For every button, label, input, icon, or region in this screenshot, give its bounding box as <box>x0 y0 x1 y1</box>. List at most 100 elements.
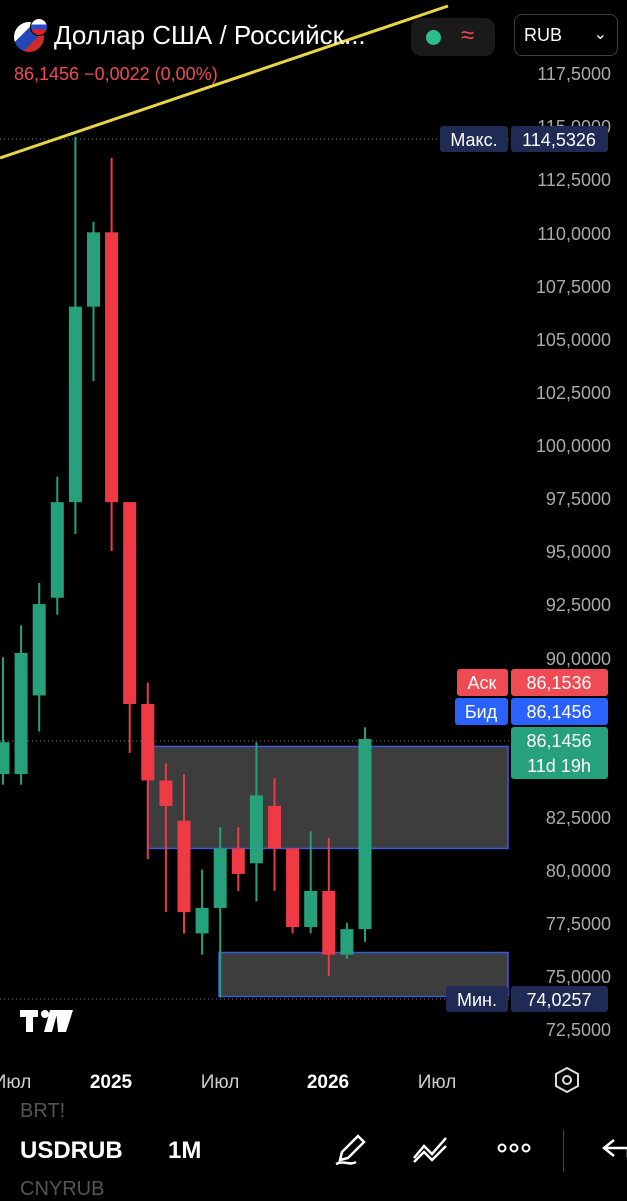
candle-body <box>177 820 191 913</box>
price-axis[interactable]: 117,5000 115,0000 112,5000 110,0000 107,… <box>536 64 611 1040</box>
bid-value-text: 86,1456 <box>526 702 591 722</box>
candle-body <box>123 502 137 704</box>
price-tick: 95,0000 <box>546 542 611 562</box>
candle <box>195 869 209 955</box>
chart-header: Доллар США / Российск... 86,1456 −0,0022… <box>0 0 627 90</box>
price-tick: 77,5000 <box>546 914 611 934</box>
price-tick: 90,0000 <box>546 649 611 669</box>
candle <box>304 831 318 934</box>
candle-body <box>213 848 227 908</box>
prev-symbol[interactable]: BRT! <box>20 1100 66 1122</box>
tradingview-logo <box>20 1010 73 1032</box>
candle-body <box>286 848 300 928</box>
time-label: 2026 <box>307 1072 349 1093</box>
candle <box>322 837 336 976</box>
price-tick: 75,0000 <box>546 967 611 987</box>
current-price: 86,1456 <box>14 64 80 84</box>
price-tick: 80,0000 <box>546 861 611 881</box>
ask-value-text: 86,1536 <box>526 673 591 693</box>
indicators-icon[interactable] <box>410 1128 450 1168</box>
candle-body <box>249 795 263 864</box>
price-change: −0,0022 (0,00%) <box>84 64 218 84</box>
price-tick: 112,5000 <box>537 170 611 190</box>
candles-layer <box>0 136 372 998</box>
candle-body <box>50 502 64 598</box>
price-tick: 110,0000 <box>537 224 611 244</box>
draw-pen-icon[interactable] <box>330 1128 370 1168</box>
symbol-button[interactable]: USDRUB <box>20 1137 123 1164</box>
candle-body <box>68 306 82 503</box>
candle-body <box>32 604 46 696</box>
time-axis[interactable]: Июл 2025 Июл 2026 Июл <box>0 1072 456 1093</box>
ru-flag-icon <box>30 18 48 36</box>
candle <box>68 136 82 535</box>
countdown-text: 11d 19h <box>527 756 591 776</box>
price-zone-rect[interactable] <box>147 745 509 850</box>
candle <box>32 582 46 732</box>
ask-price-label: Аск 86,1536 <box>457 669 608 696</box>
settings-hex-icon[interactable] <box>555 1066 579 1094</box>
candle <box>50 476 64 615</box>
price-tick: 97,5000 <box>546 489 611 509</box>
interval-button[interactable]: 1M <box>168 1137 202 1164</box>
candle-body <box>304 890 318 928</box>
next-symbol[interactable]: CNYRUB <box>20 1178 105 1200</box>
bottom-toolbar <box>0 1108 627 1200</box>
toolbar-divider <box>563 1130 564 1172</box>
market-status-pill[interactable]: ≈ <box>411 18 495 56</box>
back-arrow-icon[interactable] <box>592 1128 627 1168</box>
candle <box>123 502 137 753</box>
time-label: 2025 <box>90 1072 133 1093</box>
max-label-text: Макс. <box>450 130 497 150</box>
market-open-dot-icon <box>426 30 441 45</box>
candle <box>340 922 354 959</box>
price-tick: 92,5000 <box>546 595 611 615</box>
more-icon[interactable] <box>494 1128 534 1168</box>
candle <box>141 682 155 860</box>
min-price-label: Мин. 74,0257 <box>446 986 608 1012</box>
time-label: Июл <box>0 1072 31 1093</box>
candle-body <box>340 929 354 955</box>
last-price-label: 86,1456 11d 19h <box>511 727 608 779</box>
candle-body <box>159 780 173 806</box>
time-label: Июл <box>418 1072 457 1093</box>
price-tick: 105,0000 <box>536 330 611 350</box>
candle-body <box>14 652 28 775</box>
currency-value: RUB <box>524 25 563 45</box>
zones-layer <box>147 745 509 998</box>
candle-body <box>87 232 100 307</box>
candle-body <box>322 890 336 955</box>
trend-line[interactable] <box>0 4 449 160</box>
candle <box>159 763 173 913</box>
candle <box>268 778 281 891</box>
candle <box>358 727 372 942</box>
max-price-label: Макс. 114,5326 <box>440 126 608 152</box>
candle-body <box>0 742 10 775</box>
price-quote: 86,1456 −0,0022 (0,00%) <box>14 64 218 85</box>
candle <box>87 221 100 382</box>
time-label: Июл <box>201 1072 240 1093</box>
price-tick: 117,5000 <box>537 64 611 84</box>
currency-selector[interactable]: RUB ⌄ <box>514 14 618 56</box>
candle <box>14 625 28 785</box>
candle <box>177 774 191 934</box>
candle-body <box>268 805 281 849</box>
candle-body <box>358 739 372 930</box>
price-tick: 102,5000 <box>536 383 611 403</box>
candle <box>286 848 300 934</box>
price-tick: 100,0000 <box>536 436 611 456</box>
candle <box>0 657 10 785</box>
symbol-title[interactable]: Доллар США / Российск... <box>54 20 366 50</box>
delayed-data-icon: ≈ <box>461 22 475 49</box>
min-value-text: 74,0257 <box>526 990 591 1010</box>
candle <box>105 157 119 551</box>
last-price-text: 86,1456 <box>526 731 591 751</box>
price-tick: 72,5000 <box>546 1020 611 1040</box>
candle-body <box>231 848 245 874</box>
candle-body <box>141 703 155 781</box>
candle-body <box>195 907 209 934</box>
ask-label-text: Аск <box>468 673 497 693</box>
max-value-text: 114,5326 <box>522 130 596 150</box>
price-tick: 82,5000 <box>546 808 611 828</box>
